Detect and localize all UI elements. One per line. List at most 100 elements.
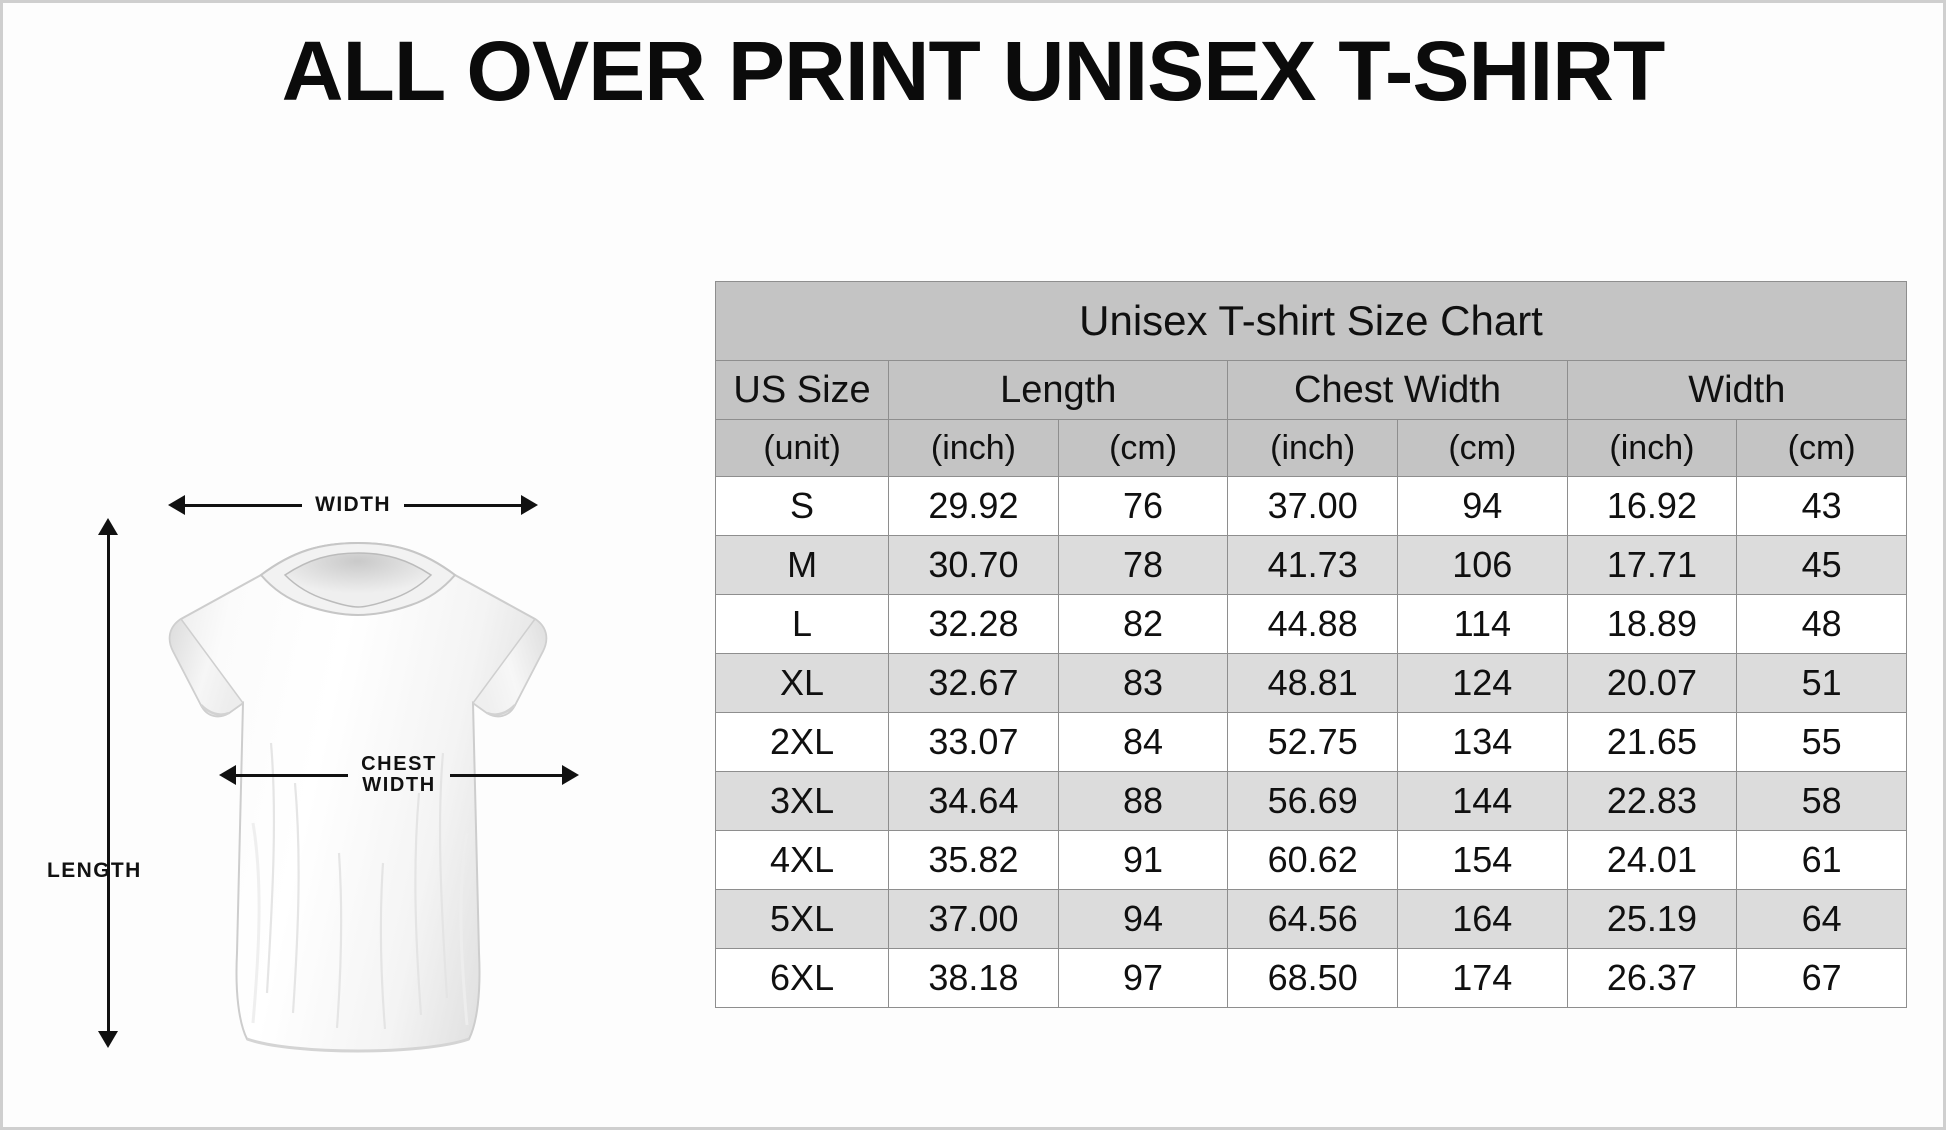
cell-width-in: 17.71: [1566, 535, 1738, 595]
arrow-right-icon: [521, 495, 539, 515]
cell-chest-cm: 94: [1397, 476, 1568, 536]
table-row: 3XL 34.64 88 56.69 144 22.83 58: [714, 771, 1907, 831]
cell-length-cm: 88: [1057, 771, 1229, 831]
length-label: LENGTH: [47, 859, 142, 882]
size-chart-table: Unisex T-shirt Size Chart US Size Length…: [714, 281, 1908, 1008]
t-shirt-illustration: [143, 523, 573, 1063]
cell-size: 3XL: [714, 771, 890, 831]
unit-header-size: (unit): [714, 419, 890, 477]
arrow-line: [236, 773, 349, 777]
table-title-row: Unisex T-shirt Size Chart: [715, 281, 1907, 361]
chest-width-label-line2: WIDTH: [362, 774, 436, 796]
cell-length-in: 38.18: [888, 948, 1059, 1008]
cell-chest-in: 52.75: [1227, 712, 1398, 772]
cell-width-in: 24.01: [1566, 830, 1738, 890]
cell-chest-cm: 134: [1397, 712, 1568, 772]
table-row: S 29.92 76 37.00 94 16.92 43: [714, 476, 1907, 536]
arrow-line-vertical: [106, 535, 110, 1031]
table-row: 4XL 35.82 91 60.62 154 24.01 61: [714, 830, 1907, 890]
unit-header-length-in: (inch): [888, 419, 1059, 477]
unit-header-chest-cm: (cm): [1397, 419, 1568, 477]
width-measure-arrow: WIDTH: [168, 488, 539, 522]
cell-length-cm: 91: [1057, 830, 1229, 890]
cell-chest-cm: 124: [1397, 653, 1568, 713]
cell-chest-in: 68.50: [1227, 948, 1398, 1008]
cell-length-cm: 78: [1057, 535, 1229, 595]
cell-chest-in: 44.88: [1227, 594, 1398, 654]
cell-chest-in: 60.62: [1227, 830, 1398, 890]
cell-width-cm: 55: [1736, 712, 1907, 772]
arrow-up-icon: [98, 518, 118, 535]
cell-length-in: 34.64: [888, 771, 1059, 831]
cell-width-cm: 48: [1736, 594, 1907, 654]
cell-length-in: 32.28: [888, 594, 1059, 654]
cell-chest-cm: 144: [1397, 771, 1568, 831]
cell-length-in: 32.67: [888, 653, 1059, 713]
cell-width-in: 25.19: [1566, 889, 1738, 949]
cell-width-in: 20.07: [1566, 653, 1738, 713]
column-group-length: Length: [888, 360, 1229, 420]
length-measure-arrow: [91, 518, 125, 1048]
chest-width-measure-arrow: CHEST WIDTH: [219, 754, 580, 796]
chest-width-label-line1: CHEST: [361, 753, 437, 775]
cell-width-cm: 51: [1736, 653, 1907, 713]
unit-header-width-cm: (cm): [1736, 419, 1907, 477]
cell-length-in: 37.00: [888, 889, 1059, 949]
cell-chest-cm: 174: [1397, 948, 1568, 1008]
cell-chest-in: 37.00: [1227, 476, 1398, 536]
table-row: XL 32.67 83 48.81 124 20.07 51: [714, 653, 1907, 713]
cell-width-cm: 58: [1736, 771, 1907, 831]
cell-width-in: 26.37: [1566, 948, 1738, 1008]
cell-size: 2XL: [714, 712, 890, 772]
cell-chest-in: 48.81: [1227, 653, 1398, 713]
cell-width-in: 16.92: [1566, 476, 1738, 536]
cell-size: 6XL: [714, 948, 890, 1008]
cell-size: M: [714, 535, 890, 595]
column-group-us-size: US Size: [714, 360, 890, 420]
arrow-line: [449, 773, 563, 777]
arrow-down-icon: [98, 1031, 118, 1048]
cell-length-cm: 97: [1057, 948, 1229, 1008]
table-row: L 32.28 82 44.88 114 18.89 48: [714, 594, 1907, 654]
garment-diagram: WIDTH LENGTH: [23, 233, 580, 1053]
unit-header-chest-in: (inch): [1227, 419, 1398, 477]
cell-size: 4XL: [714, 830, 890, 890]
cell-width-in: 18.89: [1566, 594, 1738, 654]
cell-length-in: 35.82: [888, 830, 1059, 890]
table-row: M 30.70 78 41.73 106 17.71 45: [714, 535, 1907, 595]
cell-length-cm: 76: [1057, 476, 1229, 536]
cell-width-cm: 45: [1736, 535, 1907, 595]
width-label: WIDTH: [315, 492, 391, 516]
arrow-left-icon: [219, 765, 236, 785]
unit-header-width-in: (inch): [1566, 419, 1738, 477]
cell-length-in: 33.07: [888, 712, 1059, 772]
cell-chest-in: 41.73: [1227, 535, 1398, 595]
cell-width-in: 22.83: [1566, 771, 1738, 831]
cell-width-in: 21.65: [1566, 712, 1738, 772]
cell-chest-cm: 114: [1397, 594, 1568, 654]
cell-length-cm: 82: [1057, 594, 1229, 654]
table-row: 5XL 37.00 94 64.56 164 25.19 64: [714, 889, 1907, 949]
cell-length-in: 30.70: [888, 535, 1059, 595]
table-unit-header-row: (unit) (inch) (cm) (inch) (cm) (inch) (c…: [714, 419, 1907, 477]
cell-length-cm: 83: [1057, 653, 1229, 713]
cell-width-cm: 67: [1736, 948, 1907, 1008]
page-title: ALL OVER PRINT UNISEX T-SHIRT: [281, 24, 1666, 118]
cell-size: L: [714, 594, 890, 654]
cell-chest-cm: 164: [1397, 889, 1568, 949]
chest-width-label: CHEST WIDTH: [348, 754, 450, 796]
cell-size: 5XL: [714, 889, 890, 949]
cell-width-cm: 61: [1736, 830, 1907, 890]
table-row: 2XL 33.07 84 52.75 134 21.65 55: [714, 712, 1907, 772]
unit-header-length-cm: (cm): [1057, 419, 1229, 477]
chart-title: Unisex T-shirt Size Chart: [715, 281, 1907, 361]
column-group-width: Width: [1566, 360, 1908, 420]
cell-chest-in: 64.56: [1227, 889, 1398, 949]
cell-chest-in: 56.69: [1227, 771, 1398, 831]
cell-length-in: 29.92: [888, 476, 1059, 536]
arrow-line: [185, 503, 303, 507]
cell-size: XL: [714, 653, 890, 713]
table-body: S 29.92 76 37.00 94 16.92 43 M 30.70 78 41.73 106 1…: [714, 476, 1907, 1008]
cell-length-cm: 84: [1057, 712, 1229, 772]
